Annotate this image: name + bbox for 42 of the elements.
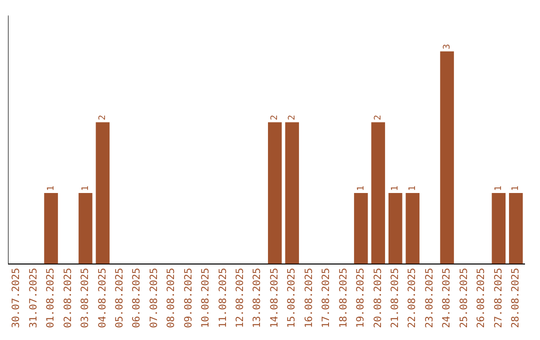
data-label: 1 — [356, 186, 366, 191]
x-tick-label: 11.08.2025 — [218, 268, 229, 328]
x-tick-label: 27.08.2025 — [493, 268, 504, 328]
data-label: 1 — [511, 186, 522, 191]
x-tick-label: 20.08.2025 — [372, 268, 384, 328]
data-label: 2 — [287, 114, 298, 120]
x-tick-label: 19.08.2025 — [356, 268, 367, 328]
x-tick-label: 03.08.2025 — [80, 268, 92, 328]
x-tick-label: 17.08.2025 — [321, 268, 332, 328]
x-tick-label: 07.08.2025 — [148, 268, 160, 328]
x-tick-label: 08.08.2025 — [166, 268, 178, 328]
x-tick-label: 05.08.2025 — [114, 268, 126, 328]
x-tick-label: 09.08.2025 — [183, 268, 194, 328]
x-tick-label: 31.07.2025 — [28, 268, 40, 328]
x-tick-label: 28.08.2025 — [510, 268, 522, 328]
x-tick-label: 10.08.2025 — [200, 268, 212, 328]
x-tick-label: 23.08.2025 — [424, 268, 436, 328]
data-label: 1 — [408, 186, 418, 191]
data-label: 1 — [46, 186, 56, 191]
x-tick-label: 21.08.2025 — [390, 268, 401, 328]
x-tick-label: 25.08.2025 — [458, 268, 470, 328]
data-label: 1 — [494, 186, 504, 191]
x-tick-label: 22.08.2025 — [407, 268, 418, 328]
data-label: 3 — [442, 44, 452, 50]
x-tick-label: 02.08.2025 — [62, 268, 74, 328]
data-label: 2 — [270, 114, 280, 120]
data-label: 1 — [80, 186, 91, 191]
x-tick-label: 04.08.2025 — [97, 268, 108, 328]
x-tick-label: 13.08.2025 — [252, 268, 264, 328]
x-tick-label: 16.08.2025 — [304, 268, 315, 328]
x-tick-label: 26.08.2025 — [476, 268, 488, 328]
x-tick-label: 24.08.2025 — [442, 268, 453, 328]
data-label: 2 — [98, 114, 108, 120]
x-tick-label: 30.07.2025 — [11, 268, 22, 328]
x-tick-label: 06.08.2025 — [132, 268, 143, 328]
x-tick-label: 01.08.2025 — [46, 268, 57, 328]
x-tick-label: 14.08.2025 — [269, 268, 280, 328]
data-label: 1 — [390, 186, 401, 191]
x-tick-label: 15.08.2025 — [286, 268, 298, 328]
data-label: 2 — [374, 114, 384, 120]
x-tick-label: 12.08.2025 — [235, 268, 246, 328]
x-tick-label: 18.08.2025 — [338, 268, 350, 328]
